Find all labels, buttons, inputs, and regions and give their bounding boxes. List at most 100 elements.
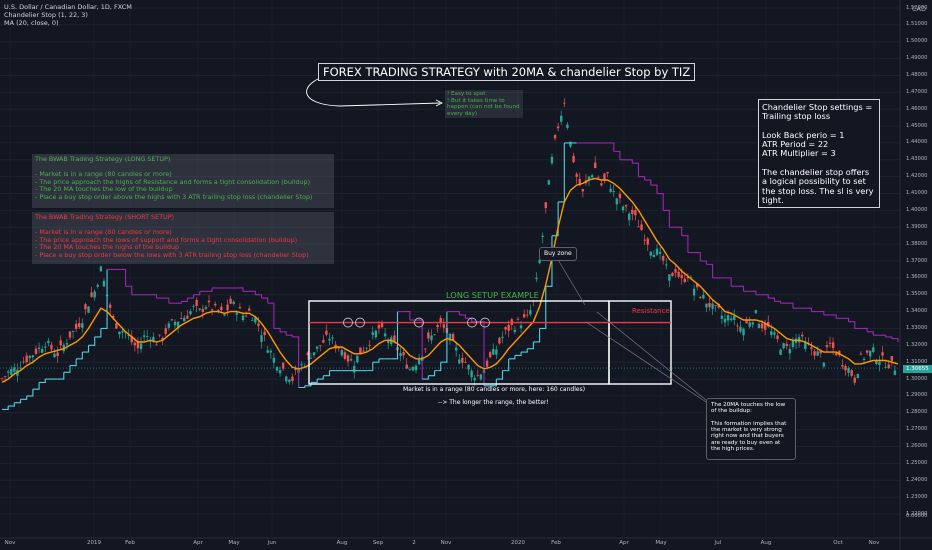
- candle-body: [720, 315, 724, 319]
- time-tick: Nov: [868, 540, 880, 546]
- candle-body: [560, 115, 563, 122]
- time-tick: Apr: [619, 540, 629, 546]
- candle-body: [810, 347, 813, 350]
- candle-body: [90, 292, 93, 297]
- candle-body: [714, 305, 717, 306]
- short-setup-box[interactable]: The BWAB Trading Strategy (SHORT SETUP) …: [32, 212, 334, 264]
- chandelier-stop-segment: [193, 291, 201, 296]
- chandelier-stop-segment: [675, 226, 683, 236]
- chandelier-stop-segment: [286, 334, 293, 337]
- easy-to-spot-note[interactable]: ! Easy to spot ! But it takes time to ha…: [445, 90, 523, 118]
- resistance-label[interactable]: Resistance: [632, 307, 670, 315]
- candle-body: [6, 371, 10, 373]
- price-tick: 1.45000: [906, 122, 928, 129]
- candle-body: [189, 311, 192, 315]
- candle-body: [473, 377, 476, 381]
- ma-touch-callout[interactable]: The 20MA touches the low of the buildup:…: [706, 398, 796, 460]
- candle-body: [831, 342, 835, 349]
- chandelier-stop-segment: [607, 142, 615, 152]
- candle-body: [723, 318, 727, 323]
- candle-body: [362, 350, 365, 352]
- resistance-touch-circle: [355, 317, 365, 328]
- chandelier-settings-box[interactable]: Chandelier Stop settings = Trailing stop…: [758, 99, 880, 208]
- candle-body: [13, 367, 16, 372]
- candle-body: [643, 239, 646, 241]
- candle-body: [853, 377, 856, 383]
- candle-body: [414, 365, 418, 371]
- candle-body: [0, 378, 4, 380]
- candle-body: [884, 366, 887, 368]
- candle-body: [624, 205, 628, 207]
- candle-body: [498, 337, 501, 344]
- candle-body: [371, 332, 374, 336]
- candle-body: [692, 288, 696, 296]
- chandelier-stop-segment: [657, 192, 664, 211]
- candle-body: [801, 334, 804, 337]
- candle-body: [828, 342, 832, 344]
- time-tick: Apr: [193, 540, 203, 546]
- candle-body: [529, 310, 532, 315]
- candle-body: [553, 134, 557, 139]
- candle-body: [872, 347, 875, 352]
- candle-body: [847, 368, 850, 373]
- candle-body: [37, 347, 41, 349]
- candle-body: [346, 355, 350, 362]
- candle-body: [133, 342, 137, 346]
- candle-body: [387, 339, 390, 344]
- chandelier-stop-segment: [205, 287, 213, 292]
- resistance-touch-circle: [414, 317, 424, 328]
- indicator-ma-label[interactable]: MA (20, close, 0): [4, 19, 59, 27]
- candle-body: [118, 331, 121, 335]
- candle-body: [572, 155, 575, 163]
- chandelier-stop-segment: [830, 314, 837, 319]
- candle-body: [655, 248, 659, 255]
- candle-body: [68, 331, 72, 338]
- chandelier-stop-segment: [175, 301, 182, 304]
- price-tick: 1.30000: [906, 375, 928, 382]
- candle-body: [368, 345, 371, 346]
- candle-body: [454, 347, 458, 351]
- chandelier-stop-segment: [477, 321, 485, 386]
- price-tick: 1.42000: [906, 173, 928, 180]
- candle-body: [232, 301, 235, 304]
- chandelier-stop-segment: [867, 331, 874, 336]
- candle-body: [65, 343, 69, 345]
- long-setup-box[interactable]: The BWAB Trading Strategy (LONG SETUP) -…: [32, 154, 334, 208]
- buy-zone-callout[interactable]: Buy zone: [539, 247, 577, 261]
- candle-body: [464, 362, 467, 363]
- long-setup-example-label[interactable]: LONG SETUP EXAMPLE: [446, 290, 539, 300]
- chandelier-stop-segment: [521, 348, 528, 353]
- candle-body: [213, 303, 217, 306]
- candle-body: [476, 374, 480, 376]
- chandelier-stop-segment: [768, 297, 775, 302]
- candle-body: [563, 102, 566, 104]
- candle-body: [467, 364, 470, 370]
- candle-body: [247, 308, 251, 311]
- candle-body: [201, 308, 205, 312]
- range-note[interactable]: Market is in a range (80 candles or more…: [403, 386, 586, 393]
- chandelier-stop-segment: [366, 362, 374, 372]
- indicator-chandelier-label[interactable]: Chandelier Stop (1, 22, 3): [4, 11, 88, 19]
- candle-body: [782, 343, 785, 349]
- chandelier-stop-segment: [848, 321, 856, 329]
- chandelier-stop-segment: [57, 372, 65, 380]
- candle-body: [74, 323, 78, 329]
- candle-body: [269, 350, 272, 353]
- candle-body: [556, 126, 560, 129]
- candle-body: [665, 264, 668, 266]
- candle-body: [217, 310, 220, 312]
- candle-body: [340, 349, 344, 356]
- chandelier-stop-segment: [737, 285, 745, 292]
- candle-body: [349, 359, 353, 361]
- symbol-label[interactable]: U.S. Dollar / Canadian Dollar, 1D, FXCM: [4, 3, 132, 11]
- candle-body: [417, 358, 421, 365]
- longer-range-note[interactable]: --> The longer the range, the better!: [438, 399, 549, 406]
- candle-body: [745, 320, 748, 324]
- buy-zone-pointer: [556, 257, 586, 306]
- candle-body: [862, 358, 866, 360]
- candle-body: [152, 336, 155, 342]
- strategy-title[interactable]: FOREX TRADING STRATEGY with 20MA & chand…: [318, 63, 696, 81]
- price-tick: 1.27000: [906, 426, 928, 433]
- candle-body: [488, 352, 492, 358]
